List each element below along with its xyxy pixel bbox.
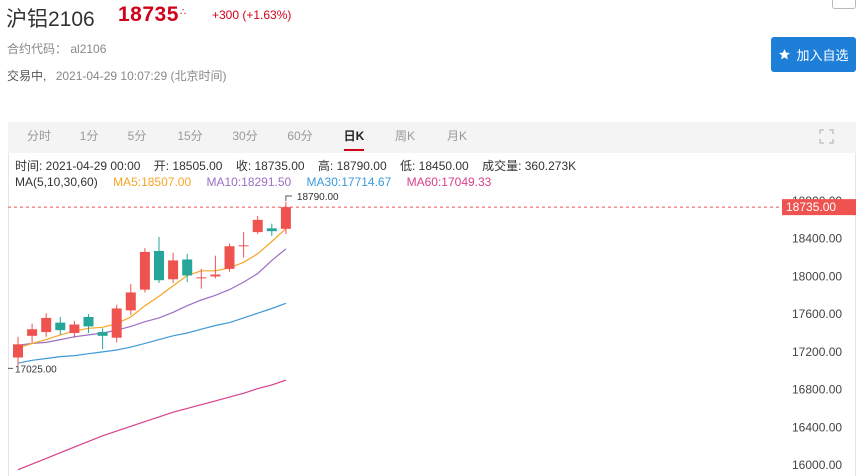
tab-daily-k[interactable]: 日K: [334, 122, 374, 153]
contract-code: al2106: [70, 42, 107, 56]
add-to-watchlist-button[interactable]: 加入自选: [771, 37, 856, 72]
tab-weekly-k[interactable]: 周K: [394, 129, 415, 143]
y-tick-label: 17600.00: [792, 307, 842, 321]
tab-5min[interactable]: 5分: [127, 129, 147, 143]
info-open: 开: 18505.00: [153, 159, 223, 173]
y-tick-label: 16000.00: [792, 458, 842, 472]
info-close: 收: 18735.00: [235, 159, 305, 173]
info-low: 低: 18450.00: [400, 159, 469, 173]
price-trend-icon: ∴: [180, 7, 187, 18]
ma10-value: MA10:18291.50: [206, 175, 292, 189]
y-tick-label: 16800.00: [792, 383, 842, 397]
candle-body: [97, 332, 108, 336]
candle-body: [168, 260, 179, 280]
y-tick-label: 18000.00: [792, 269, 842, 283]
candle-body: [252, 219, 263, 233]
candle-body: [111, 308, 122, 338]
candle-body: [224, 246, 235, 269]
candle-body: [210, 274, 221, 277]
contract-name: 沪铝2106: [6, 8, 95, 31]
tab-monthly-k[interactable]: 月K: [446, 129, 467, 143]
candle-body: [13, 344, 23, 358]
tab-1min[interactable]: 1分: [79, 129, 99, 143]
add-to-watchlist-label: 加入自选: [796, 48, 849, 63]
candle-body: [139, 251, 150, 290]
y-tick-label: 18400.00: [792, 232, 842, 246]
min-price-label: 17025.00: [15, 364, 57, 375]
candle-body: [55, 322, 66, 331]
ma5-line: [17, 228, 287, 349]
ma60-value: MA60:17049.33: [406, 175, 492, 189]
trading-status-row: 交易中, 2021-04-29 10:07:29 (北京时间): [7, 67, 226, 84]
info-high: 高: 18790.00: [317, 159, 387, 173]
info-time: 时间: 2021-04-29 00:00: [15, 159, 141, 173]
last-price-tag: [782, 199, 856, 216]
price-change: +300 (+1.63%): [212, 8, 292, 22]
max-marker: [285, 195, 292, 201]
candle-body: [83, 316, 94, 327]
candle-body: [41, 317, 52, 333]
fullscreen-icon[interactable]: [819, 129, 834, 144]
tab-timeshare[interactable]: 分时: [26, 129, 51, 143]
candle-body: [69, 324, 80, 333]
candle-body: [125, 292, 136, 311]
ma30-line: [17, 302, 287, 364]
period-tabs: 分时 1分 5分 15分 30分 60分 日K 周K 月K: [8, 122, 856, 153]
info-volume: 成交量: 360.273K: [482, 159, 577, 173]
tab-30min[interactable]: 30分: [232, 129, 258, 143]
ma30-value: MA30:17714.67: [306, 175, 392, 189]
corner-dropdown-icon[interactable]: [832, 0, 856, 9]
candle-body: [280, 207, 291, 229]
y-tick-label: 17200.00: [792, 345, 842, 359]
ma-label: MA(5,10,30,60): [15, 175, 98, 189]
tab-15min[interactable]: 15分: [177, 129, 203, 143]
contract-code-label: 合约代码：: [7, 42, 68, 56]
last-price-label: 18735.00: [786, 200, 836, 214]
last-price: 18735: [118, 3, 179, 26]
candle-body: [196, 277, 207, 279]
candle-body: [182, 259, 193, 276]
contract-code-row: 合约代码： al2106: [7, 40, 106, 57]
ohlc-info-row: 时间: 2021-04-29 00:00 开: 18505.00 收: 1873…: [15, 157, 586, 174]
trading-status: 交易中,: [7, 69, 47, 83]
ma5-value: MA5:18507.00: [113, 175, 192, 189]
candle-body: [27, 329, 38, 336]
candle-body: [266, 228, 277, 232]
ma10-line: [17, 248, 287, 346]
candle-body: [154, 250, 164, 281]
tab-60min[interactable]: 60分: [287, 129, 313, 143]
max-price-label: 18790.00: [297, 192, 339, 203]
status-timestamp: 2021-04-29 10:07:29 (北京时间): [55, 69, 227, 83]
candle-body: [238, 245, 249, 247]
ma-legend: MA(5,10,30,60) MA5:18507.00 MA10:18291.5…: [15, 175, 503, 189]
ma60-line: [17, 379, 287, 471]
y-tick-label: 16400.00: [792, 420, 842, 434]
star-icon: [779, 49, 791, 60]
